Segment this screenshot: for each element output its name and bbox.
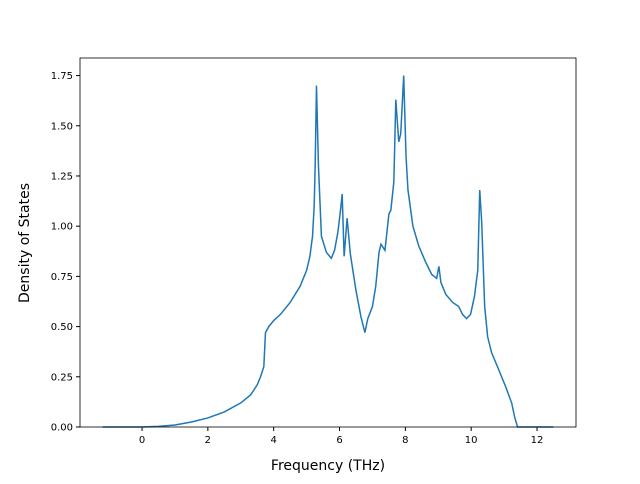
y-tick-label: 0.25 [51, 372, 73, 383]
x-axis-label: Frequency (THz) [271, 458, 385, 474]
x-tick-label: 8 [402, 435, 408, 446]
y-axis-label: Density of States [17, 183, 33, 303]
x-tick-label: 6 [336, 435, 342, 446]
x-tick-label: 10 [465, 435, 478, 446]
y-tick-label: 1.00 [51, 222, 73, 233]
y-tick-label: 1.50 [51, 121, 73, 132]
y-tick-label: 0.50 [51, 322, 73, 333]
line [102, 75, 554, 428]
y-tick-label: 1.75 [51, 71, 73, 82]
y-tick-label: 0.75 [51, 272, 73, 283]
y-tick-label: 0.00 [51, 423, 73, 434]
x-tick-label: 4 [271, 435, 277, 446]
x-tick-label: 2 [205, 435, 211, 446]
y-tick-label: 1.25 [51, 171, 73, 182]
plot-frame [79, 57, 577, 428]
x-tick-label: 12 [531, 435, 544, 446]
x-tick-label: 0 [139, 435, 145, 446]
